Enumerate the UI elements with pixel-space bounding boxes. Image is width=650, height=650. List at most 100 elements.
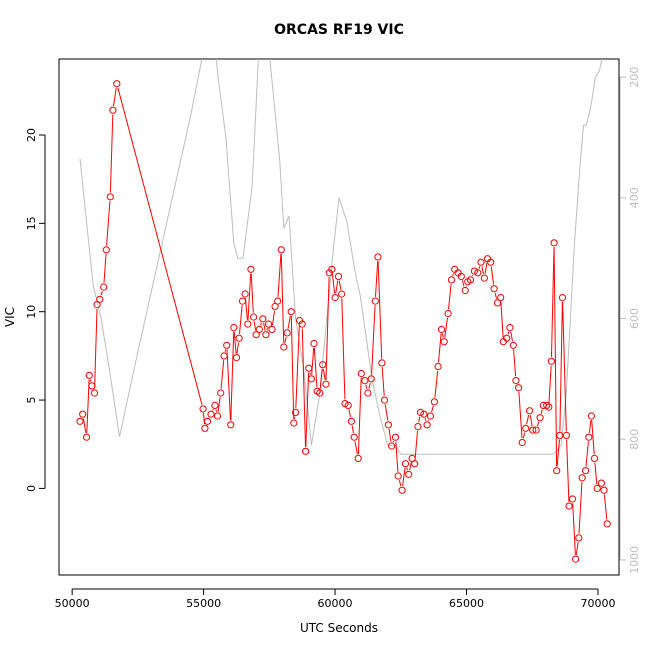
vic-segment: [381, 367, 385, 396]
vic-segment: [388, 428, 392, 442]
vic-point: [593, 484, 601, 492]
vic-segment: [398, 480, 402, 487]
vic-segment: [414, 430, 418, 460]
vic-segment: [319, 368, 323, 389]
vic-point: [283, 329, 291, 337]
vic-segment: [478, 266, 481, 269]
vic-point: [109, 106, 117, 114]
vic-point: [247, 265, 255, 273]
vic-segment: [295, 324, 300, 409]
vic-point: [547, 357, 556, 365]
vic-segment: [277, 254, 282, 297]
vic-segment: [438, 333, 442, 363]
vic-segment: [402, 467, 406, 486]
vic-segment: [566, 439, 570, 502]
vic-point: [347, 417, 355, 425]
plot-area-border: [58, 58, 620, 576]
vic-point: [503, 334, 511, 342]
vic-point: [565, 502, 573, 510]
vic-point: [466, 276, 475, 284]
vic-segment: [500, 301, 504, 338]
x-axis: 50000 55000 60000 65000 70000: [55, 588, 615, 610]
vic-segment: [441, 333, 444, 338]
vic-point: [391, 433, 400, 441]
chart-title: ORCAS RF19 VIC: [274, 22, 404, 38]
vic-point: [532, 426, 540, 434]
vic-segment: [375, 261, 379, 297]
vic-segment: [212, 409, 214, 411]
vic-point: [223, 341, 231, 349]
vic-point: [477, 258, 485, 266]
x-tick-label: 50000: [55, 597, 90, 610]
vic-segment: [522, 432, 526, 439]
vic-segment: [409, 462, 412, 471]
vic-segment: [368, 382, 371, 389]
vic-point: [85, 371, 93, 379]
y-tick-label: 0: [25, 485, 38, 492]
vic-segment: [556, 439, 560, 467]
vic-point: [490, 285, 498, 293]
vic-segment: [494, 292, 497, 299]
vic-point: [526, 407, 534, 415]
vic-point: [545, 403, 553, 411]
y-tick-label: 20: [25, 128, 38, 142]
vic-point: [217, 389, 225, 397]
vic-segment: [357, 377, 362, 455]
vic-point: [357, 369, 365, 378]
vic-point: [367, 375, 375, 383]
vic-segment: [311, 347, 315, 375]
y-tick-label: 15: [25, 216, 38, 230]
vic-point: [405, 470, 413, 478]
vic-segment: [301, 328, 306, 448]
vic-segment: [594, 462, 598, 485]
vic-point: [235, 334, 243, 342]
vic-point: [230, 324, 238, 332]
vic-segment: [559, 301, 563, 432]
vic-point: [113, 80, 121, 88]
vic-segment: [513, 349, 517, 377]
vic-point: [354, 454, 362, 462]
vic-point: [590, 454, 599, 462]
vic-segment: [484, 262, 488, 274]
vic-point: [310, 339, 318, 348]
vic-segment: [551, 247, 555, 357]
vic-point: [290, 419, 298, 427]
vic-point: [380, 396, 389, 404]
vic-point: [543, 401, 551, 409]
vic-segment: [529, 414, 533, 426]
vic-point: [259, 315, 267, 323]
vic-segment: [591, 420, 595, 455]
vic-point: [401, 460, 410, 468]
vic-segment: [585, 441, 589, 467]
vic-point: [344, 401, 352, 409]
vic-point: [388, 442, 396, 450]
vic-point: [201, 424, 209, 432]
vic-point: [264, 320, 273, 328]
vic-point: [241, 290, 249, 298]
vic-segment: [341, 298, 346, 400]
vic-segment: [113, 87, 117, 107]
vic-segment: [220, 360, 225, 389]
vic-point: [250, 313, 258, 321]
vic-segment: [250, 273, 254, 313]
vic-segment: [290, 315, 295, 419]
vic-segment: [553, 247, 558, 467]
vic-point: [277, 246, 285, 254]
vic-segment: [239, 305, 243, 334]
vic-point: [384, 421, 392, 429]
altitude-line: [79, 59, 603, 455]
vic-point: [274, 297, 282, 305]
vic-point: [255, 325, 263, 333]
vic-segment: [280, 254, 285, 343]
vic-point: [451, 265, 459, 273]
vic-point: [328, 265, 336, 273]
y-axis-label: VIC: [3, 307, 17, 327]
vic-segment: [260, 322, 262, 326]
vic-segment: [226, 349, 231, 421]
vic-segment: [233, 331, 237, 354]
vic-segment: [540, 409, 543, 414]
vic-point: [398, 486, 406, 494]
vic-segment: [109, 114, 114, 193]
vic-point: [515, 384, 523, 392]
vic-point: [426, 412, 435, 420]
